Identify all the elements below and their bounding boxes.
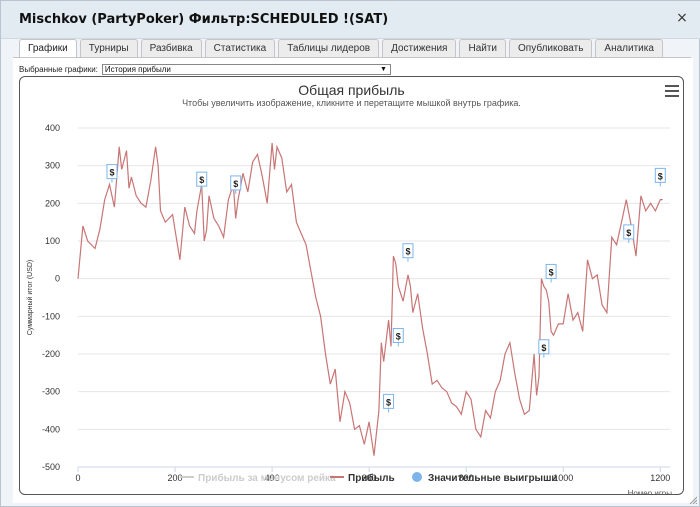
y-tick-label: 0 <box>55 274 60 284</box>
legend-item-label[interactable]: Прибыль <box>348 472 395 484</box>
big-win-flag-label: $ <box>386 397 391 407</box>
tab-content-graphs: Выбранные графики: История прибыли ▼ Общ… <box>13 58 693 503</box>
big-win-flag-label: $ <box>658 171 663 181</box>
big-win-flag[interactable] <box>392 327 404 343</box>
big-win-flag-label: $ <box>405 247 410 257</box>
big-win-flag[interactable] <box>230 175 242 191</box>
y-tick-label: -300 <box>42 387 60 397</box>
y-tick-label: -200 <box>42 349 60 359</box>
legend-marker[interactable] <box>412 472 422 482</box>
tab-6[interactable]: Найти <box>459 39 507 57</box>
tab-8[interactable]: Аналитика <box>595 39 663 57</box>
big-win-flag[interactable] <box>538 339 550 355</box>
big-win-flag[interactable] <box>654 167 666 183</box>
x-tick-label: 400 <box>265 473 280 483</box>
graph-selector-dropdown[interactable]: История прибыли ▼ <box>101 64 391 75</box>
tab-0[interactable]: Графики <box>19 39 77 58</box>
big-win-flag[interactable] <box>623 224 635 240</box>
big-win-flag[interactable] <box>106 164 118 180</box>
tab-7[interactable]: Опубликовать <box>509 39 593 57</box>
y-tick-label: -100 <box>42 311 60 321</box>
big-win-flag[interactable] <box>545 263 557 279</box>
x-tick-label: 0 <box>75 473 80 483</box>
x-tick-label: 1000 <box>553 473 573 483</box>
tab-4[interactable]: Таблицы лидеров <box>278 39 380 57</box>
graph-selector-value: История прибыли <box>104 65 171 74</box>
dialog-title: Mischkov (PartyPoker) Фильтр:SCHEDULED !… <box>19 12 389 27</box>
x-axis-title: Номер игры <box>628 489 673 494</box>
tab-5[interactable]: Достижения <box>382 39 457 57</box>
chevron-down-icon: ▼ <box>379 66 387 73</box>
x-tick-label: 600 <box>362 473 377 483</box>
y-tick-label: -400 <box>42 424 60 434</box>
big-win-flag-label: $ <box>549 267 554 277</box>
x-tick-label: 1200 <box>650 473 670 483</box>
big-win-flag[interactable] <box>402 243 414 259</box>
close-icon[interactable]: × <box>676 10 688 26</box>
big-win-flag-label: $ <box>109 168 114 178</box>
big-win-flag-label: $ <box>199 175 204 185</box>
dialog-titlebar[interactable]: Mischkov (PartyPoker) Фильтр:SCHEDULED !… <box>1 1 700 39</box>
big-win-flag[interactable] <box>196 171 208 187</box>
big-win-flag-label: $ <box>541 343 546 353</box>
resize-grip-icon[interactable] <box>689 496 697 504</box>
chart-container[interactable]: Общая прибыль Чтобы увеличить изображени… <box>19 76 684 495</box>
y-tick-label: 100 <box>45 236 60 246</box>
big-win-flag[interactable] <box>383 393 395 409</box>
graph-selector-label: Выбранные графики: <box>19 65 98 74</box>
series-line-profit[interactable] <box>77 143 663 456</box>
big-win-flag-label: $ <box>626 228 631 238</box>
graph-selector-row: Выбранные графики: История прибыли ▼ <box>19 64 391 75</box>
tab-2[interactable]: Разбивка <box>140 39 202 57</box>
y-axis-title: Суммарный итог (USD) <box>26 260 34 336</box>
tab-3[interactable]: Статистика <box>204 39 276 57</box>
tab-divider <box>13 57 691 58</box>
y-tick-label: -500 <box>42 462 60 472</box>
legend-item-label[interactable]: Значительные выигрыши <box>428 473 558 484</box>
big-win-flag-label: $ <box>233 179 238 189</box>
y-tick-label: 400 <box>45 123 60 133</box>
tab-1[interactable]: Турниры <box>79 39 138 57</box>
chart-title: Общая прибыль <box>298 82 405 98</box>
x-tick-label: 200 <box>168 473 183 483</box>
y-tick-label: 200 <box>45 198 60 208</box>
chart-subtitle: Чтобы увеличить изображение, кликните и … <box>182 98 521 108</box>
legend-item-label[interactable]: Прибыль за минусом рейка <box>198 472 336 484</box>
big-win-flag-label: $ <box>396 331 401 341</box>
y-tick-label: 300 <box>45 161 60 171</box>
hamburger-menu-icon[interactable] <box>665 85 679 97</box>
tab-bar: Графики Турниры Разбивка Статистика Таблицы … <box>19 39 663 58</box>
x-tick-label: 800 <box>459 473 474 483</box>
